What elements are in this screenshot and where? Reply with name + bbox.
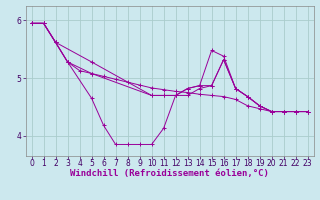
X-axis label: Windchill (Refroidissement éolien,°C): Windchill (Refroidissement éolien,°C) bbox=[70, 169, 269, 178]
